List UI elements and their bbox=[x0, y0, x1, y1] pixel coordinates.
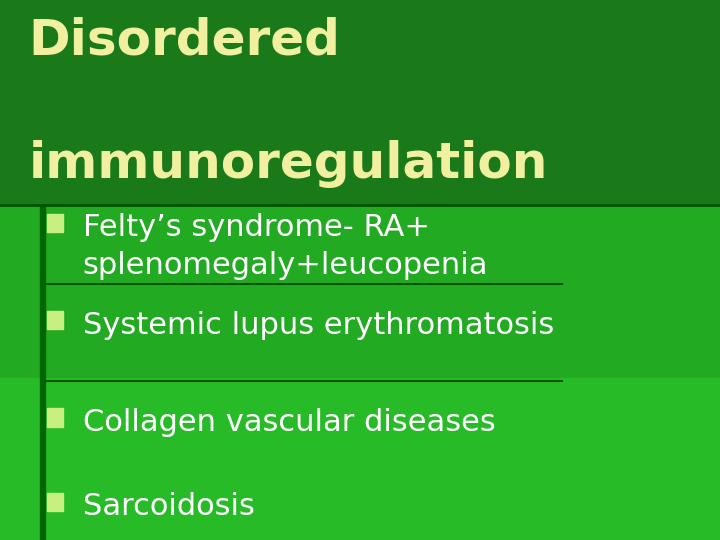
Bar bbox=[47, 493, 63, 511]
Bar bbox=[40, 205, 45, 540]
Bar bbox=[47, 408, 63, 427]
Text: immunoregulation: immunoregulation bbox=[29, 140, 548, 188]
Bar bbox=[0, 378, 720, 540]
Text: Systemic lupus erythromatosis: Systemic lupus erythromatosis bbox=[83, 310, 554, 340]
Text: Disordered: Disordered bbox=[29, 16, 341, 64]
Text: Collagen vascular diseases: Collagen vascular diseases bbox=[83, 408, 495, 437]
Text: Felty’s syndrome- RA+
splenomegaly+leucopenia: Felty’s syndrome- RA+ splenomegaly+leuco… bbox=[83, 213, 488, 280]
Bar bbox=[47, 214, 63, 232]
Bar bbox=[0, 0, 720, 205]
Text: Sarcoidosis: Sarcoidosis bbox=[83, 492, 255, 522]
Bar bbox=[47, 311, 63, 329]
